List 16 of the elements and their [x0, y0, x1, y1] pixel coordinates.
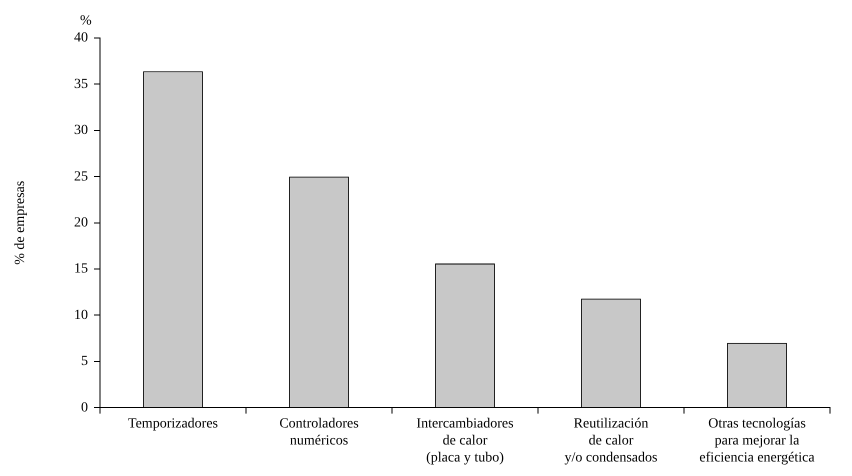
x-tick-label: Reutilización de calor y/o condensados: [564, 416, 658, 466]
x-tick-label: Otras tecnologías para mejorar la eficiencia energética: [699, 416, 816, 466]
x-tick-label: Intercambiadores de calor (placa y tubo): [416, 416, 514, 466]
y-tick-label: 20: [74, 215, 88, 230]
y-tick-label: 10: [74, 308, 88, 323]
y-tick-label: 5: [81, 354, 88, 370]
y-tick-label: 30: [74, 123, 88, 138]
y-tick-label: 25: [74, 169, 88, 184]
x-tick-label: Controladores numéricos: [279, 416, 359, 448]
y-tick-label: 0: [81, 400, 88, 416]
y-axis-title: % de empresas: [13, 180, 28, 265]
x-tick-label: Temporizadores: [128, 416, 218, 432]
y-tick-label: 40: [74, 30, 88, 46]
y-tick-label: 35: [74, 76, 88, 92]
text: %: [80, 14, 92, 29]
y-tick-label: 15: [74, 262, 88, 277]
